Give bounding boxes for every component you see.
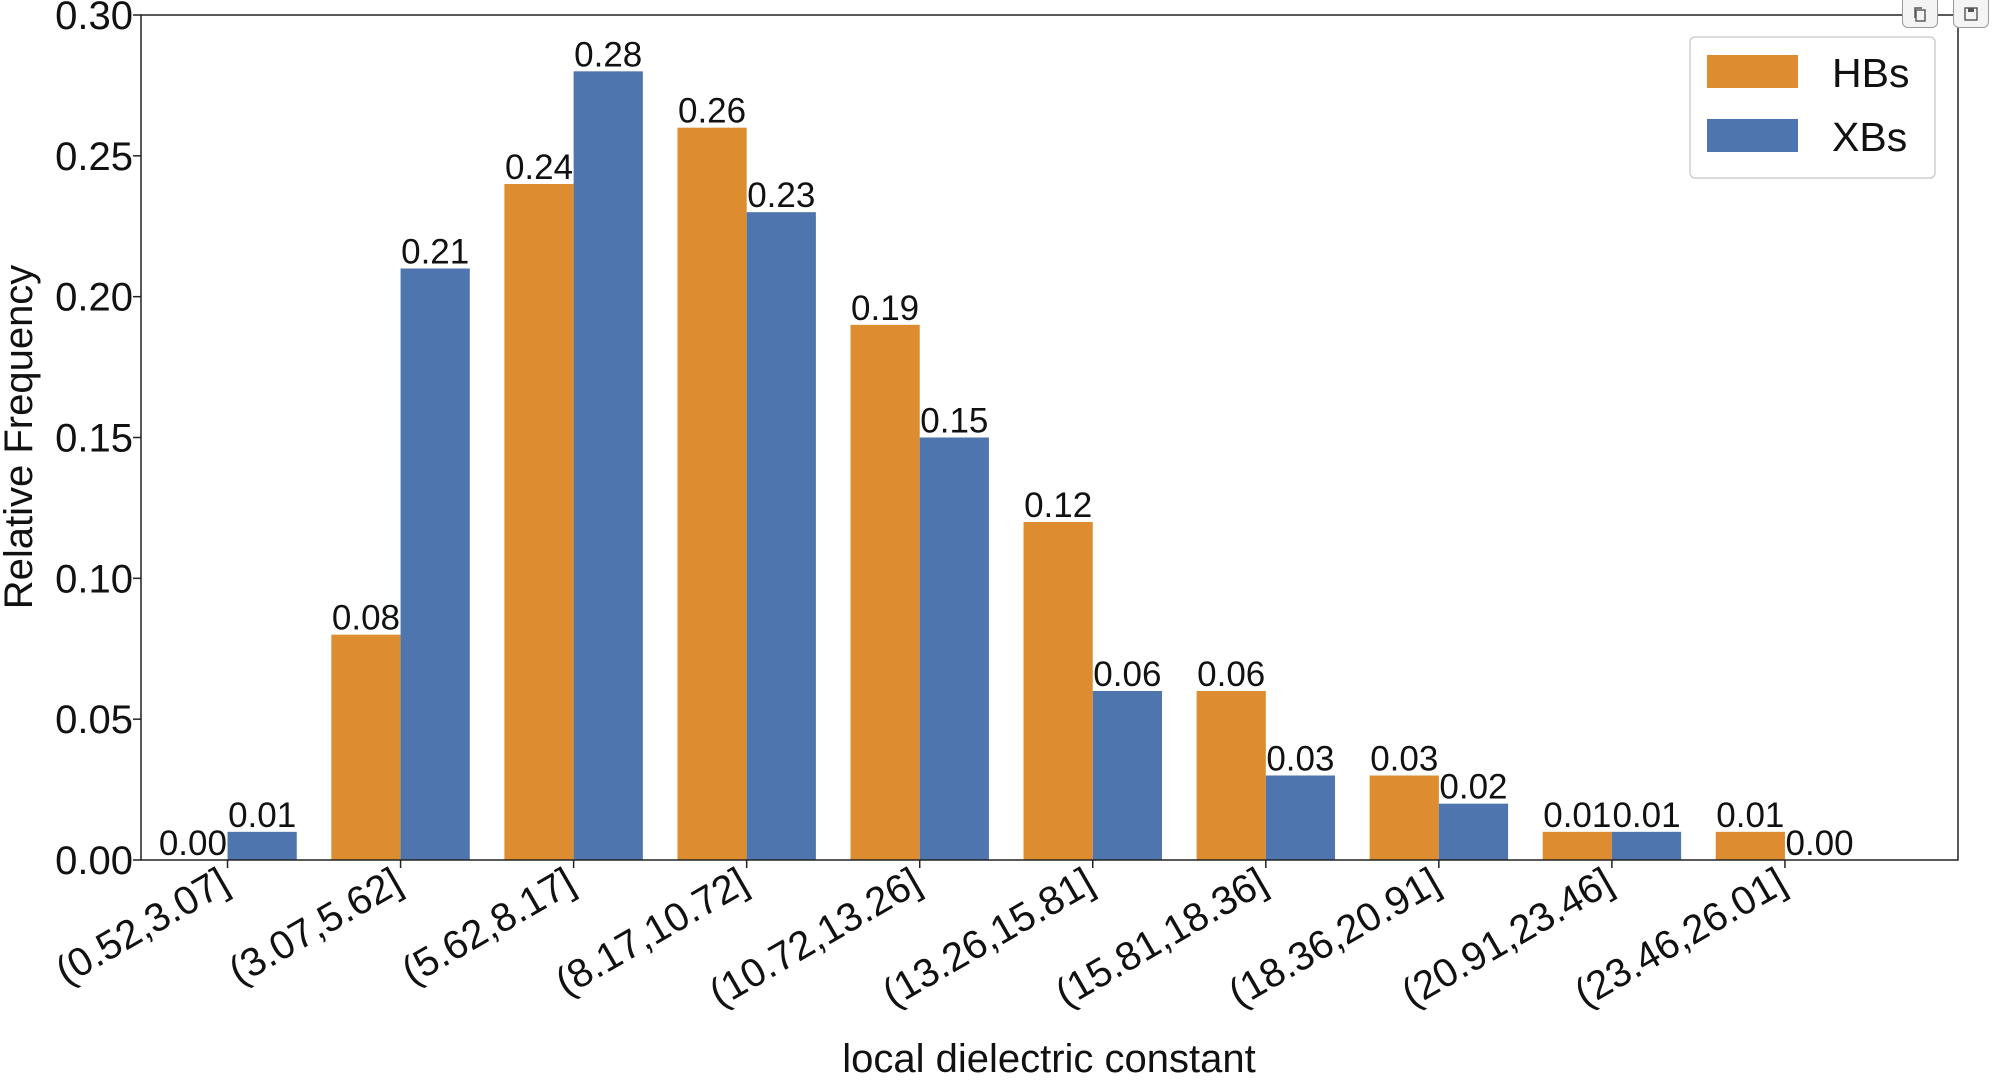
- save-button[interactable]: [1953, 0, 1989, 28]
- bar-hbs-9: [1715, 831, 1785, 860]
- bar-hbs-6: [1196, 691, 1266, 860]
- bar-label-hbs-8: 0.01: [1543, 796, 1611, 835]
- legend-label-xbs: XBs: [1832, 114, 1907, 160]
- x-tick-label: (3.07,5.62]: [221, 860, 409, 994]
- bar-hbs-3: [677, 127, 747, 861]
- bar-label-xbs-8: 0.01: [1612, 796, 1680, 835]
- bar-label-hbs-1: 0.08: [332, 599, 400, 638]
- y-tick-label: 0.10: [55, 557, 133, 601]
- bar-label-hbs-7: 0.03: [1370, 740, 1438, 779]
- copy-icon: [1914, 6, 1926, 22]
- bar-xbs-7: [1438, 803, 1509, 860]
- y-tick-label: 0.15: [55, 417, 133, 461]
- bar-xbs-2: [573, 71, 643, 860]
- bar-label-hbs-9: 0.01: [1716, 796, 1784, 835]
- bar-label-xbs-2: 0.28: [574, 35, 642, 74]
- bar-hbs-8: [1542, 831, 1612, 860]
- bar-label-hbs-4: 0.19: [851, 289, 919, 328]
- bar-label-xbs-9: 0.00: [1785, 824, 1853, 863]
- bars-group: [227, 71, 1785, 861]
- y-tick-label: 0.20: [55, 276, 133, 320]
- y-axis: 0.00 0.05 0.10 0.15 0.20 0.25 0.30: [55, 0, 141, 883]
- bar-xbs-6: [1265, 775, 1336, 860]
- bar-label-hbs-3: 0.26: [678, 92, 746, 131]
- bar-hbs-5: [1023, 522, 1093, 860]
- bar-label-xbs-1: 0.21: [401, 233, 469, 272]
- save-icon: [1964, 6, 1978, 21]
- bar-xbs-0: [227, 831, 297, 860]
- y-tick-label: 0.30: [55, 0, 133, 38]
- bar-labels-group: 0.000.080.240.260.190.120.060.030.01 0.01…: [159, 35, 1854, 863]
- y-axis-title: Relative Frequency: [0, 265, 41, 610]
- bar-label-xbs-4: 0.15: [920, 402, 988, 441]
- bar-hbs-7: [1369, 775, 1439, 860]
- bar-label-xbs-0: 0.01: [228, 796, 296, 835]
- legend-label-hbs: HBs: [1832, 50, 1909, 96]
- bar-label-hbs-2: 0.24: [505, 148, 573, 187]
- bar-label-xbs-6: 0.03: [1266, 740, 1334, 779]
- bar-label-xbs-5: 0.06: [1093, 655, 1161, 694]
- copy-button[interactable]: [1902, 0, 1938, 28]
- legend-swatch-hbs: [1707, 55, 1798, 88]
- x-axis-title: local dielectric constant: [842, 1037, 1256, 1081]
- bar-xbs-1: [400, 268, 470, 860]
- legend: HBs XBs: [1689, 36, 1936, 179]
- bar-label-xbs-3: 0.23: [747, 176, 815, 215]
- bar-label-hbs-5: 0.12: [1024, 486, 1092, 525]
- bar-label-hbs-6: 0.06: [1197, 655, 1265, 694]
- y-tick-label: 0.05: [55, 698, 133, 742]
- bar-xbs-5: [1092, 691, 1162, 860]
- bar-xbs-4: [919, 437, 989, 860]
- bar-hbs-2: [504, 184, 574, 860]
- y-tick-label: 0.00: [55, 839, 133, 883]
- y-tick-label: 0.25: [55, 135, 133, 179]
- legend-swatch-xbs: [1707, 119, 1798, 152]
- bar-xbs-8: [1611, 831, 1682, 860]
- bar-hbs-4: [850, 324, 920, 861]
- bar-hbs-1: [331, 634, 401, 860]
- x-axis: (0.52,3.07](3.07,5.62](5.62,8.17](8.17,1…: [48, 860, 1793, 1016]
- bar-label-hbs-0: 0.00: [159, 824, 227, 863]
- bar-label-xbs-7: 0.02: [1439, 768, 1507, 807]
- bar-xbs-3: [746, 212, 816, 861]
